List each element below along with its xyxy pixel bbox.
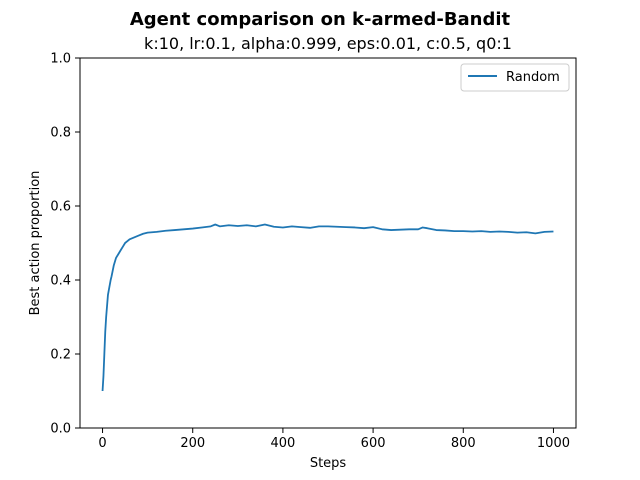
chart-subtitle: k:10, lr:0.1, alpha:0.999, eps:0.01, c:0…	[144, 34, 512, 53]
x-tick-label: 200	[180, 436, 205, 451]
series-line-random	[101, 223, 554, 392]
y-axis-label: Best action proportion	[28, 171, 43, 316]
legend-label-random: Random	[506, 70, 560, 85]
x-tick-label: 0	[98, 436, 106, 451]
legend-box	[460, 63, 570, 92]
x-tick-label: 800	[451, 436, 476, 451]
y-axis-ticks: 0.0 0.2 0.4 0.6 0.8 1.0	[50, 52, 80, 437]
x-axis-ticks: 0 200 400 600 800 1000	[98, 428, 570, 451]
chart-title: Agent comparison on k-armed-Bandit	[130, 9, 511, 30]
y-tick-label: 0.6	[50, 200, 71, 215]
y-tick-label: 1.0	[50, 52, 71, 67]
y-tick-label: 0.0	[50, 422, 71, 437]
series-layer	[101, 223, 554, 392]
legend: Random	[460, 63, 570, 92]
y-tick-label: 0.2	[50, 348, 71, 363]
x-tick-label: 1000	[537, 436, 570, 451]
x-axis-label: Steps	[310, 456, 347, 471]
x-tick-label: 400	[270, 436, 295, 451]
plot-frame	[79, 57, 577, 429]
y-tick-label: 0.4	[50, 274, 71, 289]
y-tick-label: 0.8	[50, 126, 71, 141]
x-tick-label: 600	[361, 436, 386, 451]
